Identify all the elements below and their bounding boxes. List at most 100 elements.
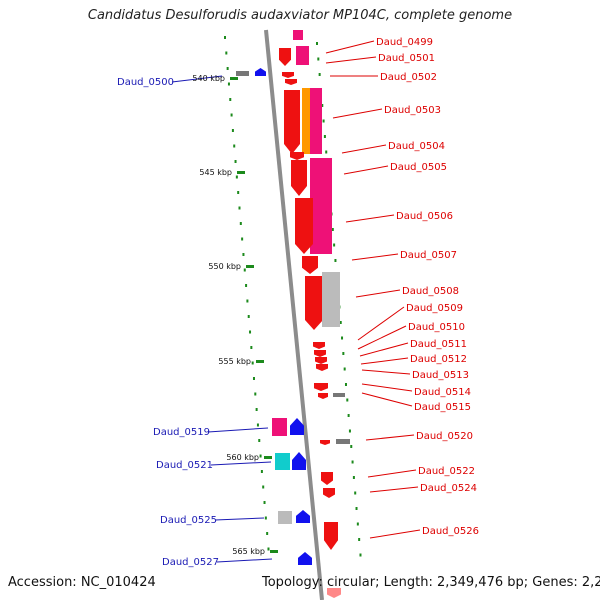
track-dot bbox=[249, 330, 252, 334]
gene-label: Daud_0505 bbox=[390, 162, 447, 173]
label-leader-line bbox=[361, 369, 411, 375]
gene-arrow bbox=[298, 552, 312, 565]
gene-block bbox=[236, 71, 249, 76]
gene-label: Daud_0504 bbox=[388, 141, 445, 152]
label-leader-line bbox=[360, 357, 409, 365]
kbp-tick-label: 555 kbp bbox=[218, 357, 251, 366]
gene-block bbox=[293, 30, 303, 40]
track-dot bbox=[241, 237, 244, 241]
gene-arrow bbox=[315, 357, 327, 364]
gene-arrow bbox=[323, 488, 335, 498]
track-dot bbox=[350, 445, 353, 448]
gene-label: Daud_0507 bbox=[400, 250, 457, 261]
gene-label: Daud_0514 bbox=[414, 387, 471, 398]
track-dot bbox=[250, 346, 253, 349]
label-leader-line bbox=[357, 306, 405, 341]
track-dot bbox=[323, 135, 326, 138]
gene-label: Daud_0522 bbox=[418, 466, 475, 477]
track-dot bbox=[355, 507, 358, 510]
genome-backbone bbox=[264, 29, 324, 600]
track-dot bbox=[341, 336, 344, 340]
kbp-tick-label: 565 kbp bbox=[232, 547, 265, 556]
track-dot bbox=[348, 429, 351, 433]
gene-label: Daud_0502 bbox=[380, 72, 437, 83]
gene-label: Daud_0501 bbox=[378, 53, 435, 64]
gene-arrow bbox=[285, 79, 297, 85]
track-dot bbox=[231, 129, 234, 132]
gene-arrow bbox=[302, 256, 318, 274]
gene-label: Daud_0503 bbox=[384, 105, 441, 116]
gene-label: Daud_0508 bbox=[402, 286, 459, 297]
track-dot bbox=[351, 460, 354, 464]
gene-label: Daud_0526 bbox=[422, 526, 479, 537]
gene-block bbox=[272, 418, 287, 436]
track-dot bbox=[347, 414, 350, 417]
track-dot bbox=[256, 423, 259, 427]
track-dot bbox=[262, 485, 265, 489]
track-dot bbox=[260, 470, 263, 473]
label-leader-line bbox=[355, 289, 401, 298]
track-dot bbox=[247, 315, 250, 318]
gene-label: Daud_0509 bbox=[406, 303, 463, 314]
gene-arrow bbox=[316, 364, 328, 371]
gene-label: Daud_0512 bbox=[410, 354, 467, 365]
track-dot bbox=[354, 491, 357, 495]
track-dot bbox=[342, 352, 345, 355]
gene-label: Daud_0520 bbox=[416, 431, 473, 442]
topology-text: Topology: circular; Length: 2,349,476 bp… bbox=[262, 575, 600, 590]
gene-block bbox=[333, 393, 345, 397]
track-dot bbox=[233, 144, 236, 148]
gene-block bbox=[336, 439, 350, 444]
gene-arrow bbox=[305, 276, 323, 330]
track-dot bbox=[331, 228, 334, 231]
gene-arrow bbox=[321, 472, 333, 485]
track-dot bbox=[356, 522, 359, 526]
track-dot bbox=[224, 36, 226, 39]
gene-arrow bbox=[296, 510, 310, 523]
track-dot bbox=[235, 175, 238, 179]
track-dot bbox=[344, 383, 347, 386]
map-title: Candidatus Desulforudis audaxviator MP10… bbox=[87, 8, 513, 23]
label-leader-line bbox=[325, 56, 377, 64]
gene-label: Daud_0525 bbox=[160, 515, 217, 526]
track-dot bbox=[225, 51, 228, 55]
gene-arrow bbox=[324, 522, 338, 550]
track-dot bbox=[234, 160, 237, 163]
track-dot bbox=[252, 377, 255, 380]
track-dot bbox=[226, 67, 229, 70]
gene-label: Daud_0521 bbox=[156, 460, 213, 471]
gene-block bbox=[302, 88, 310, 154]
track-dot bbox=[245, 284, 248, 287]
label-leader-line bbox=[351, 253, 399, 261]
track-dot bbox=[334, 259, 337, 262]
track-dot bbox=[230, 113, 233, 117]
track-dot bbox=[251, 361, 254, 365]
track-dot bbox=[321, 104, 324, 107]
track-dot bbox=[243, 268, 246, 272]
gene-arrow bbox=[313, 342, 325, 349]
gene-label: Daud_0519 bbox=[153, 427, 210, 438]
track-dot bbox=[359, 553, 362, 557]
gene-block bbox=[310, 88, 322, 154]
track-dot bbox=[352, 476, 355, 479]
label-leader-line bbox=[365, 434, 415, 441]
kbp-tick-label: 540 kbp bbox=[192, 74, 225, 83]
kbp-tick-mark bbox=[246, 265, 254, 268]
gene-label: Daud_0515 bbox=[414, 402, 471, 413]
kbp-tick-label: 545 kbp bbox=[199, 168, 232, 177]
track-dot bbox=[264, 516, 267, 520]
label-leader-line bbox=[357, 325, 407, 350]
gene-arrow bbox=[318, 393, 328, 399]
track-dot bbox=[238, 206, 241, 210]
gene-arrow bbox=[314, 350, 326, 357]
gene-label: Daud_0500 bbox=[117, 77, 174, 88]
gene-arrow bbox=[284, 90, 300, 154]
track-dot bbox=[239, 222, 242, 225]
label-leader-line bbox=[341, 144, 387, 154]
gene-arrow bbox=[320, 440, 330, 445]
track-dot bbox=[254, 392, 257, 396]
label-leader-line bbox=[332, 108, 383, 119]
gene-arrow bbox=[314, 383, 328, 391]
label-leader-line bbox=[359, 342, 409, 357]
gene-arrow bbox=[295, 198, 313, 254]
